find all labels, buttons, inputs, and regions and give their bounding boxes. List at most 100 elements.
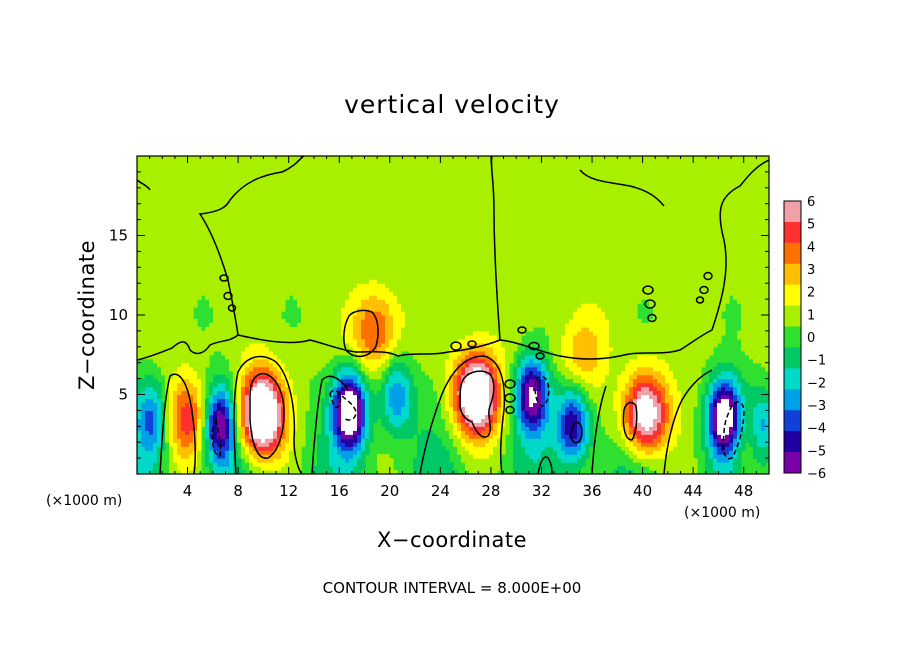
heatmap-cell [221,163,226,169]
heatmap-cell [309,259,314,264]
heatmap-cell [329,231,334,237]
heatmap-cell [401,159,406,165]
heatmap-cell [237,370,242,376]
heatmap-cell [245,394,250,400]
heatmap-cell [173,307,178,312]
heatmap-cell [349,255,354,260]
heatmap-cell [185,179,190,185]
heatmap-cell [173,183,178,189]
heatmap-cell [377,156,382,161]
heatmap-cell [225,450,230,455]
heatmap-cell [377,187,382,193]
heatmap-cell [229,346,234,352]
heatmap-cell [177,315,182,320]
heatmap-cell [169,243,174,249]
heatmap-cell [301,191,306,197]
heatmap-cell [241,350,246,356]
heatmap-cell [385,211,390,217]
heatmap-cell [189,183,194,189]
heatmap-cell [405,291,410,296]
heatmap-cell [393,434,398,439]
heatmap-cell [273,322,278,328]
heatmap-cell [181,466,186,471]
heatmap-cell [141,163,146,169]
heatmap-cell [309,366,314,372]
heatmap-cell [189,219,194,225]
heatmap-cell [337,295,342,300]
heatmap-cell [169,283,174,288]
heatmap-cell [165,382,170,388]
heatmap-cell [197,235,202,241]
heatmap-cell [249,291,254,296]
heatmap-cell [373,255,378,260]
heatmap-cell [353,163,358,169]
heatmap-cell [149,243,154,249]
heatmap-cell [209,287,214,292]
heatmap-cell [301,227,306,233]
heatmap-cell [281,271,286,276]
heatmap-cell [369,322,374,328]
heatmap-cell [153,390,158,396]
heatmap-cell [301,175,306,181]
heatmap-cell [281,299,286,304]
heatmap-cell [257,251,262,256]
heatmap-cell [309,275,314,280]
heatmap-cell [185,291,190,296]
heatmap-cell [397,299,402,304]
heatmap-cell [281,195,286,201]
heatmap-cell [149,247,154,252]
heatmap-cell [293,434,298,439]
heatmap-cell [245,390,250,396]
heatmap-cell [329,203,334,209]
heatmap-cell [177,454,182,459]
heatmap-cell [249,438,254,443]
heatmap-cell [173,255,178,260]
heatmap-cell [385,374,390,380]
heatmap-cell [305,251,310,256]
heatmap-cell [349,247,354,252]
heatmap-cell [341,279,346,284]
heatmap-cell [373,322,378,328]
heatmap-cell [137,271,142,276]
heatmap-cell [225,422,230,427]
heatmap-cell [273,187,278,193]
heatmap-cell [321,283,326,288]
heatmap-cell [157,318,162,324]
heatmap-cell [193,219,198,225]
heatmap-cell [213,394,218,400]
heatmap-cell [161,235,166,241]
heatmap-cell [249,287,254,292]
heatmap-cell [389,378,394,384]
heatmap-cell [229,187,234,193]
heatmap-cell [337,418,342,423]
heatmap-cell [261,442,266,447]
heatmap-cell [297,374,302,380]
heatmap-cell [197,410,202,415]
heatmap-cell [357,287,362,292]
heatmap-cell [161,175,166,181]
heatmap-cell [221,334,226,340]
heatmap-cell [341,430,346,435]
heatmap-cell [205,199,210,205]
heatmap-cell [193,422,198,427]
heatmap-cell [185,362,190,368]
heatmap-cell [245,414,250,419]
heatmap-cell [305,390,310,396]
heatmap-cell [333,410,338,415]
heatmap-cell [385,263,390,268]
heatmap-cell [189,370,194,376]
heatmap-cell [365,426,370,431]
heatmap-cell [309,207,314,213]
heatmap-cell [381,219,386,225]
heatmap-cell [269,442,274,447]
heatmap-cell [325,243,330,249]
heatmap-cell [249,354,254,360]
heatmap-cell [249,199,254,205]
heatmap-cell [277,470,282,474]
heatmap-cell [273,283,278,288]
heatmap-cell [381,318,386,324]
heatmap-cell [205,195,210,201]
heatmap-cell [181,231,186,237]
heatmap-cell [381,175,386,181]
heatmap-cell [321,462,326,467]
